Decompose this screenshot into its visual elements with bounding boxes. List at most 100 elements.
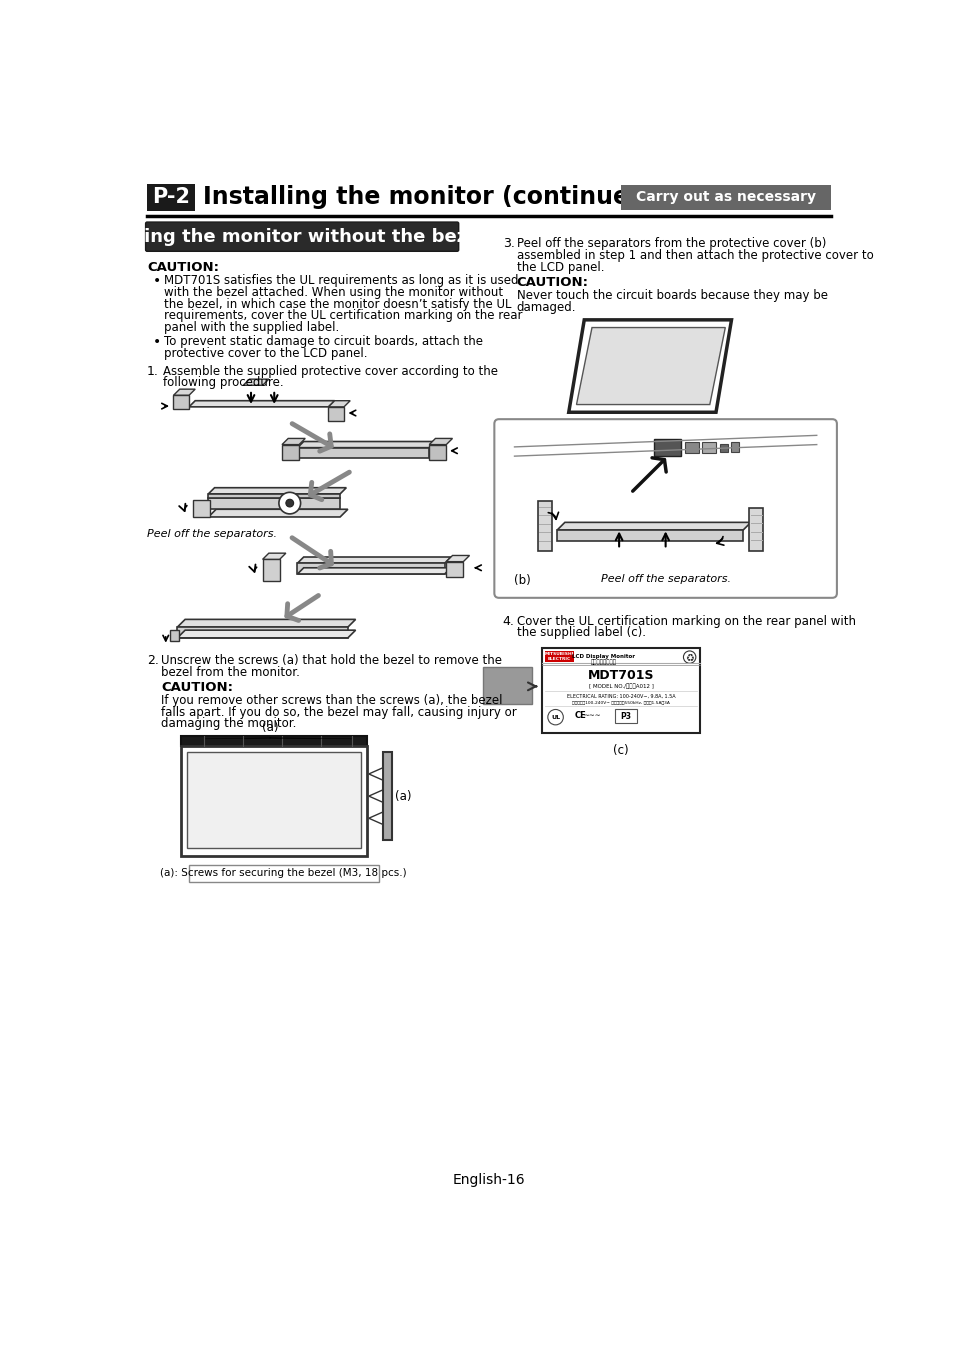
Polygon shape (369, 790, 382, 802)
Text: To prevent static damage to circuit boards, attach the: To prevent static damage to circuit boar… (164, 335, 482, 348)
Polygon shape (297, 558, 451, 563)
Polygon shape (429, 439, 452, 444)
Bar (483, 667, 531, 705)
Polygon shape (173, 396, 189, 409)
Text: MDT701S: MDT701S (587, 670, 654, 682)
Polygon shape (369, 813, 382, 825)
Text: Peel off the separators.: Peel off the separators. (600, 574, 730, 585)
Polygon shape (262, 559, 279, 580)
Text: English-16: English-16 (452, 1173, 525, 1187)
Text: Assemble the supplied protective cover according to the: Assemble the supplied protective cover a… (162, 364, 497, 378)
Bar (544, 651, 574, 661)
Circle shape (278, 493, 300, 514)
Text: requirements, cover the UL certification marking on the rear: requirements, cover the UL certification… (164, 309, 522, 323)
Text: damaged.: damaged. (517, 301, 576, 313)
Text: assembled in step 1 and then attach the protective cover to: assembled in step 1 and then attach the … (517, 248, 873, 262)
Polygon shape (446, 555, 469, 562)
Text: MDT701S satisfies the UL requirements as long as it is used: MDT701S satisfies the UL requirements as… (164, 274, 518, 288)
Text: Using the monitor without the bezel: Using the monitor without the bezel (119, 228, 485, 246)
Text: LCD Display Monitor: LCD Display Monitor (572, 653, 635, 659)
Bar (189, 865, 378, 882)
Text: with the bezel attached. When using the monitor without: with the bezel attached. When using the … (164, 286, 503, 298)
Polygon shape (208, 487, 346, 494)
Polygon shape (537, 501, 551, 551)
Text: (a): Screws for securing the bezel (M3, 18 pcs.): (a): Screws for securing the bezel (M3, … (160, 868, 406, 879)
Polygon shape (557, 531, 742, 541)
Text: 業務用液晶表示器: 業務用液晶表示器 (590, 659, 616, 664)
Text: UL: UL (551, 714, 559, 720)
Circle shape (682, 651, 695, 663)
Polygon shape (170, 630, 179, 641)
Text: protective cover to the LCD panel.: protective cover to the LCD panel. (164, 347, 367, 360)
Polygon shape (576, 328, 724, 405)
Text: 1.: 1. (147, 364, 159, 378)
Polygon shape (557, 522, 750, 531)
Text: CAUTION:: CAUTION: (517, 275, 588, 289)
Polygon shape (208, 494, 340, 498)
Bar (382, 752, 392, 840)
Text: damaging the monitor.: damaging the monitor. (161, 717, 296, 730)
Polygon shape (369, 768, 382, 780)
Bar (684, 443, 699, 454)
Circle shape (286, 500, 294, 508)
Text: the bezel, in which case the monitor doesn’t satisfy the UL: the bezel, in which case the monitor doe… (164, 297, 511, 310)
Text: the supplied label (c).: the supplied label (c). (517, 626, 645, 640)
Text: CE: CE (574, 711, 586, 720)
Polygon shape (243, 379, 269, 385)
Bar (147, 184, 195, 212)
Text: Carry out as necessary: Carry out as necessary (636, 190, 815, 204)
Text: If you remove other screws than the screws (a), the bezel: If you remove other screws than the scre… (161, 694, 502, 707)
Bar (615, 710, 637, 724)
Text: •: • (153, 274, 161, 289)
Polygon shape (297, 441, 435, 448)
Bar (181, 745, 367, 856)
Text: 2.: 2. (147, 653, 159, 667)
Text: following procedure.: following procedure. (162, 377, 283, 389)
Polygon shape (297, 563, 444, 574)
Polygon shape (446, 562, 463, 576)
Polygon shape (328, 406, 344, 421)
Text: CAUTION:: CAUTION: (161, 680, 233, 694)
Polygon shape (173, 389, 195, 396)
Bar (181, 736, 367, 745)
Text: Peel off the separators from the protective cover (b): Peel off the separators from the protect… (517, 238, 825, 251)
Bar (654, 439, 680, 456)
Polygon shape (328, 401, 350, 406)
FancyBboxPatch shape (146, 221, 458, 251)
Polygon shape (177, 628, 348, 637)
Polygon shape (193, 500, 210, 517)
Polygon shape (568, 320, 731, 412)
Text: Installing the monitor (continued): Installing the monitor (continued) (203, 185, 656, 209)
Polygon shape (282, 444, 298, 460)
Text: Peel off the separators.: Peel off the separators. (147, 528, 277, 539)
Circle shape (547, 710, 562, 725)
Polygon shape (208, 498, 340, 509)
Text: 4.: 4. (502, 614, 515, 628)
FancyBboxPatch shape (494, 420, 836, 598)
Polygon shape (177, 620, 355, 628)
Polygon shape (262, 554, 286, 559)
Bar (720, 444, 727, 451)
Bar (731, 441, 739, 452)
Text: [ MODEL NO./型番：A012 ]: [ MODEL NO./型番：A012 ] (588, 683, 653, 688)
Polygon shape (189, 401, 335, 406)
Text: P-2: P-2 (152, 188, 190, 208)
Bar (187, 752, 360, 848)
Text: the LCD panel.: the LCD panel. (517, 261, 603, 274)
Text: ∼∼∼: ∼∼∼ (582, 713, 600, 718)
Text: (c): (c) (613, 744, 628, 757)
Bar (620, 185, 830, 209)
Text: (a): (a) (262, 721, 278, 734)
Text: CAUTION:: CAUTION: (147, 261, 219, 274)
Text: •: • (153, 335, 161, 350)
Text: (b): (b) (514, 574, 531, 587)
Bar (701, 443, 716, 454)
Text: Unscrew the screws (a) that hold the bezel to remove the: Unscrew the screws (a) that hold the bez… (161, 653, 501, 667)
Polygon shape (429, 444, 446, 460)
Text: falls apart. If you do so, the bezel may fall, causing injury or: falls apart. If you do so, the bezel may… (161, 706, 517, 718)
Text: MITSUBISHI
ELECTRIC: MITSUBISHI ELECTRIC (544, 652, 574, 660)
Bar (541, 648, 700, 733)
Polygon shape (297, 448, 429, 459)
Text: ELECTRICAL RATING: 100-240V∼, 9.8A, 1.5A: ELECTRICAL RATING: 100-240V∼, 9.8A, 1.5A (566, 694, 675, 699)
Polygon shape (177, 630, 355, 637)
